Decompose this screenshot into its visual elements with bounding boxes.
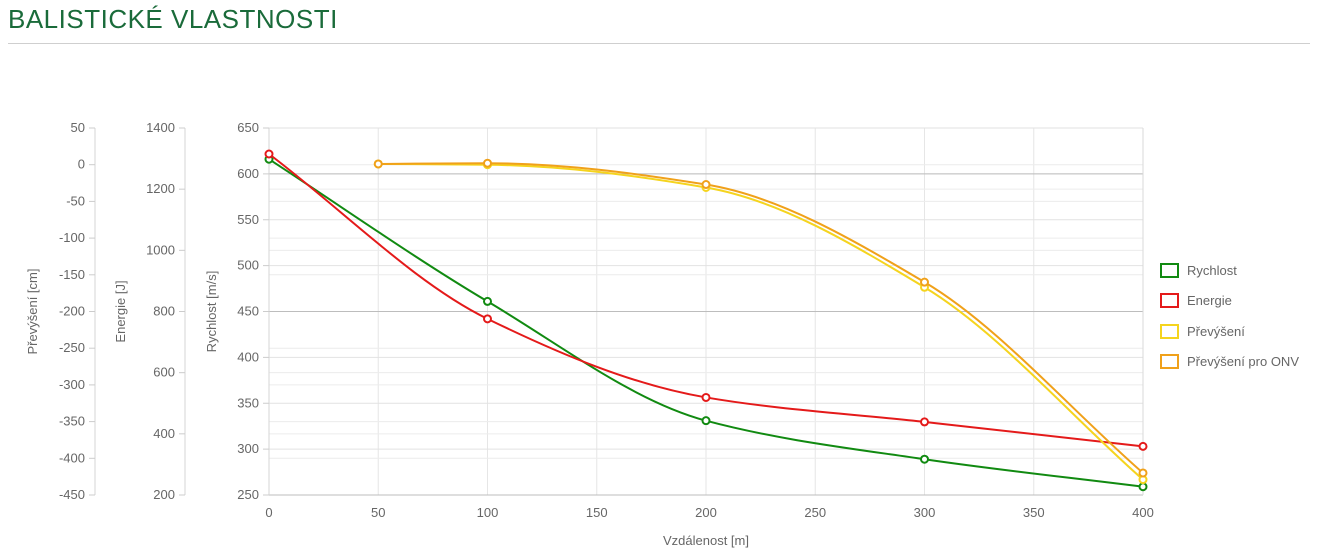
y-tick-label: 800 [153, 304, 175, 319]
data-point [920, 417, 929, 427]
y-tick-label: -450 [59, 487, 85, 502]
x-tick-label: 300 [914, 505, 936, 520]
y-tick-label: 400 [153, 426, 175, 441]
legend-swatch [1160, 323, 1179, 339]
legend-label: Převýšení [1187, 323, 1245, 339]
y-tick-label: 300 [237, 441, 259, 456]
legend-label: Energie [1187, 293, 1232, 309]
x-tick-label: 200 [695, 505, 717, 520]
data-point [701, 392, 711, 402]
legend-swatch [1160, 262, 1179, 278]
legend-label: Rychlost [1187, 262, 1237, 278]
legend-item[interactable]: Převýšení [1160, 316, 1299, 347]
series-line [268, 158, 1144, 488]
y-tick-label: 1000 [146, 242, 175, 257]
series-layer [264, 149, 1148, 492]
data-point [920, 277, 929, 287]
page-title: BALISTICKÉ VLASTNOSTI [8, 4, 338, 34]
data-point [483, 158, 492, 168]
y-tick-label: 550 [237, 212, 259, 227]
series-line [268, 153, 1144, 448]
chart-legend: Rychlost Energie Převýšení Převýšení pro ON… [1160, 255, 1299, 377]
x-tick-label: 350 [1023, 505, 1045, 520]
series-line [378, 162, 1144, 481]
y-tick-label: 250 [237, 487, 259, 502]
y-tick-label: 600 [153, 365, 175, 380]
y-tick-label: 400 [237, 349, 259, 364]
y-tick-label: 1400 [146, 120, 175, 135]
y-tick-label: 650 [237, 120, 259, 135]
y-axis-title: Rychlost [m/s] [204, 271, 219, 353]
y-tick-label: -150 [59, 267, 85, 282]
y-tick-label: -100 [59, 230, 85, 245]
x-tick-label: 0 [265, 505, 272, 520]
legend-item[interactable]: Převýšení pro ONV [1160, 347, 1299, 378]
legend-item[interactable]: Energie [1160, 286, 1299, 317]
y-tick-label: 350 [237, 395, 259, 410]
axes-layer: 0 50 100 150 200 250 300 350 400 Vzdálenost [m] 50… [25, 120, 1154, 548]
x-tick-label: 100 [477, 505, 499, 520]
legend-item[interactable]: Rychlost [1160, 255, 1299, 286]
data-point [483, 314, 492, 324]
y-tick-label: 200 [153, 487, 175, 502]
x-tick-label: 400 [1132, 505, 1154, 520]
y-tick-label: 1200 [146, 181, 175, 196]
x-axis-title: Vzdálenost [m] [663, 533, 749, 548]
legend-swatch [1160, 354, 1179, 370]
y-tick-label: -300 [59, 377, 85, 392]
data-point [373, 159, 383, 169]
data-point [1138, 482, 1148, 492]
data-point [1138, 441, 1148, 451]
y-axis-title: Převýšení [cm] [25, 269, 40, 355]
x-tick-label: 50 [371, 505, 385, 520]
y-tick-label: -250 [59, 340, 85, 355]
y-tick-label: 500 [237, 258, 259, 273]
series-line [378, 162, 1144, 474]
y-tick-label: 600 [237, 166, 259, 181]
data-point [701, 180, 711, 190]
y-tick-label: 0 [78, 157, 85, 172]
data-point [264, 149, 274, 159]
x-tick-label: 250 [804, 505, 826, 520]
data-point [1138, 468, 1148, 478]
y-tick-label: -400 [59, 450, 85, 465]
data-point [701, 416, 711, 426]
data-point [920, 454, 929, 464]
y-tick-label: -350 [59, 414, 85, 429]
y-axis-title: Energie [J] [113, 280, 128, 342]
legend-label: Převýšení pro ONV [1187, 354, 1299, 370]
y-tick-label: 50 [71, 120, 85, 135]
x-tick-label: 150 [586, 505, 608, 520]
data-point [483, 296, 492, 306]
y-tick-label: -50 [66, 193, 85, 208]
y-tick-label: 450 [237, 304, 259, 319]
y-tick-label: -200 [59, 304, 85, 319]
title-divider [8, 43, 1310, 44]
legend-swatch [1160, 293, 1179, 309]
